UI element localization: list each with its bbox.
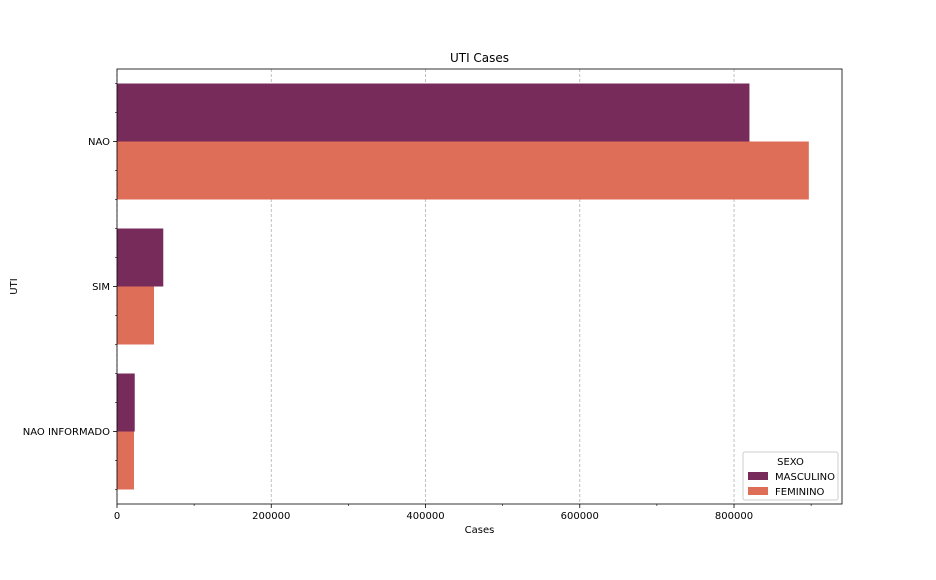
bars	[117, 83, 809, 490]
bar-sim-masculino	[117, 228, 164, 287]
x-tick-label: 800000	[715, 511, 753, 522]
legend-label-feminino: FEMININO	[775, 487, 825, 498]
x-tick-label: 600000	[561, 511, 599, 522]
x-axis-label: Cases	[465, 525, 495, 536]
legend-swatch-masculino	[748, 472, 768, 480]
y-axis-ticks: NAO SIM NAO INFORMADO	[23, 83, 117, 490]
y-tick-label: NAO INFORMADO	[23, 427, 110, 438]
bar-nao-feminino	[117, 141, 809, 200]
legend: SEXO MASCULINO FEMININO	[742, 451, 839, 501]
y-tick-label: SIM	[92, 282, 110, 293]
bar-nao-masculino	[117, 83, 750, 142]
chart-title: UTI Cases	[450, 51, 509, 65]
x-axis-ticks: 0 200000 400000 600000 800000	[114, 504, 812, 522]
bar-sim-feminino	[117, 286, 155, 345]
x-tick-label: 400000	[406, 511, 444, 522]
legend-label-masculino: MASCULINO	[775, 472, 835, 483]
bar-nao-informado-masculino	[117, 373, 135, 432]
x-tick-label: 200000	[252, 511, 290, 522]
y-axis-label: UTI	[9, 278, 20, 294]
legend-entries: MASCULINO FEMININO	[748, 472, 835, 498]
legend-swatch-feminino	[748, 487, 768, 495]
legend-title: SEXO	[777, 457, 804, 468]
x-tick-label: 0	[114, 511, 120, 522]
y-tick-label: NAO	[88, 137, 110, 148]
bar-nao-informado-feminino	[117, 431, 134, 490]
